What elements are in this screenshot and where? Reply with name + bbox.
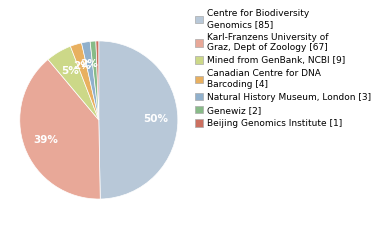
Text: 5%: 5% [61, 66, 79, 76]
Wedge shape [99, 41, 178, 199]
Text: 2%: 2% [73, 60, 91, 71]
Wedge shape [82, 42, 99, 120]
Legend: Centre for Biodiversity
Genomics [85], Karl-Franzens University of
Graz, Dept of: Centre for Biodiversity Genomics [85], K… [195, 9, 371, 128]
Wedge shape [90, 41, 99, 120]
Wedge shape [96, 41, 99, 120]
Wedge shape [70, 43, 99, 120]
Text: 2%: 2% [81, 59, 98, 69]
Text: 39%: 39% [33, 135, 58, 145]
Wedge shape [48, 46, 99, 120]
Text: 50%: 50% [143, 114, 168, 125]
Wedge shape [20, 60, 100, 199]
